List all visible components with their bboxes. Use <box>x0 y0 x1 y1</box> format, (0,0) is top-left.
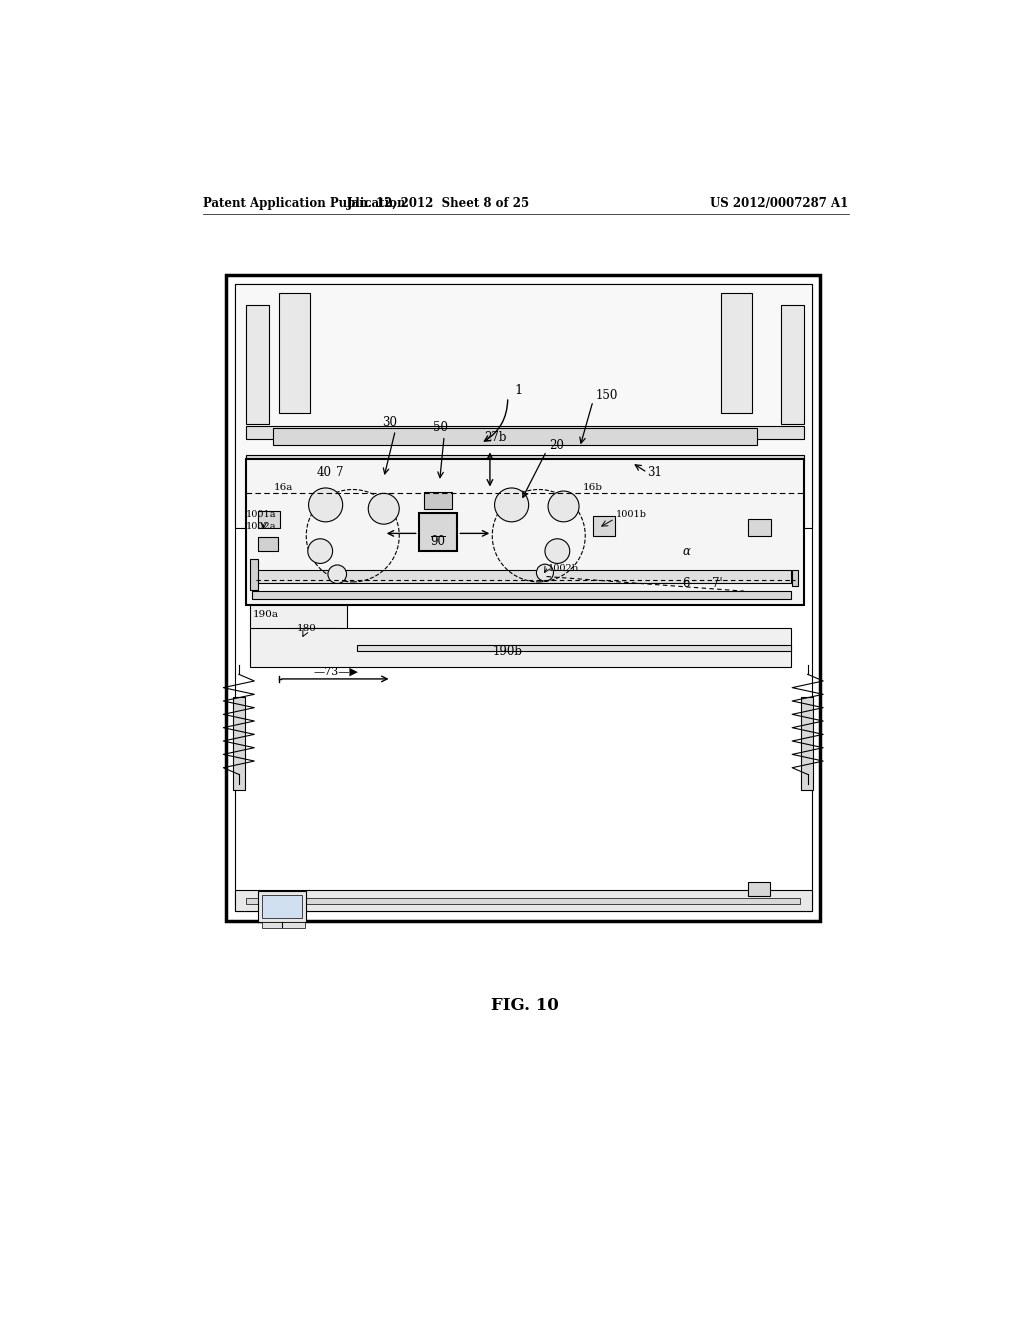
Text: 50: 50 <box>433 421 447 434</box>
Circle shape <box>548 491 579 521</box>
Bar <box>251 558 258 590</box>
Bar <box>246 898 800 904</box>
Circle shape <box>308 539 333 564</box>
Text: 31: 31 <box>647 466 663 479</box>
Bar <box>262 895 302 919</box>
Bar <box>258 891 306 923</box>
Text: 16b: 16b <box>583 483 603 491</box>
Text: 30: 30 <box>382 416 397 429</box>
Bar <box>233 697 245 789</box>
Bar <box>748 882 770 896</box>
Bar <box>226 276 820 921</box>
Bar <box>780 305 804 424</box>
Bar <box>252 591 791 599</box>
Text: 1002a: 1002a <box>246 521 276 531</box>
Text: 180: 180 <box>296 623 316 632</box>
Bar <box>295 636 337 642</box>
Text: 190b: 190b <box>493 644 522 657</box>
Bar <box>356 645 791 651</box>
Text: FIG. 10: FIG. 10 <box>490 997 559 1014</box>
Text: Jan. 12, 2012  Sheet 8 of 25: Jan. 12, 2012 Sheet 8 of 25 <box>346 197 529 210</box>
Bar <box>258 511 280 528</box>
Bar <box>246 305 269 424</box>
Circle shape <box>308 488 343 521</box>
Bar <box>721 293 752 412</box>
Text: 1001b: 1001b <box>616 510 647 519</box>
Bar <box>251 605 347 647</box>
Circle shape <box>328 565 346 583</box>
Bar <box>234 284 812 528</box>
Circle shape <box>495 488 528 521</box>
Bar <box>280 293 310 412</box>
Bar <box>748 519 771 536</box>
Bar <box>251 628 792 667</box>
Text: 27b: 27b <box>484 432 507 445</box>
Bar <box>234 890 812 911</box>
Text: —73—▶: —73—▶ <box>313 667 358 676</box>
Bar <box>802 697 813 789</box>
Text: 16a: 16a <box>273 483 293 491</box>
Text: 1001a: 1001a <box>246 510 276 519</box>
Bar <box>258 537 278 552</box>
Text: Patent Application Publication: Patent Application Publication <box>203 197 406 210</box>
Bar <box>246 455 804 462</box>
Bar <box>246 459 804 605</box>
Text: 40: 40 <box>316 466 332 479</box>
Bar <box>593 516 614 536</box>
Text: 1002b: 1002b <box>548 565 579 573</box>
Text: US 2012/0007287 A1: US 2012/0007287 A1 <box>711 197 849 210</box>
Bar <box>424 492 452 508</box>
Text: 150: 150 <box>595 389 617 403</box>
Text: 7: 7 <box>336 466 343 479</box>
Text: 6: 6 <box>682 577 690 590</box>
Bar <box>793 570 799 586</box>
Circle shape <box>369 494 399 524</box>
Bar <box>262 923 305 928</box>
Circle shape <box>537 564 554 581</box>
Text: 7': 7' <box>712 577 722 590</box>
Bar <box>234 284 812 911</box>
Circle shape <box>545 539 569 564</box>
Bar <box>273 428 758 445</box>
Text: 20: 20 <box>549 440 563 453</box>
Text: α: α <box>682 545 690 557</box>
Bar <box>252 570 791 583</box>
Bar <box>419 512 458 552</box>
Text: 190a: 190a <box>253 610 279 619</box>
Text: 90: 90 <box>430 535 445 548</box>
Bar <box>246 425 804 440</box>
Bar <box>295 628 337 635</box>
Text: 1: 1 <box>514 384 522 397</box>
